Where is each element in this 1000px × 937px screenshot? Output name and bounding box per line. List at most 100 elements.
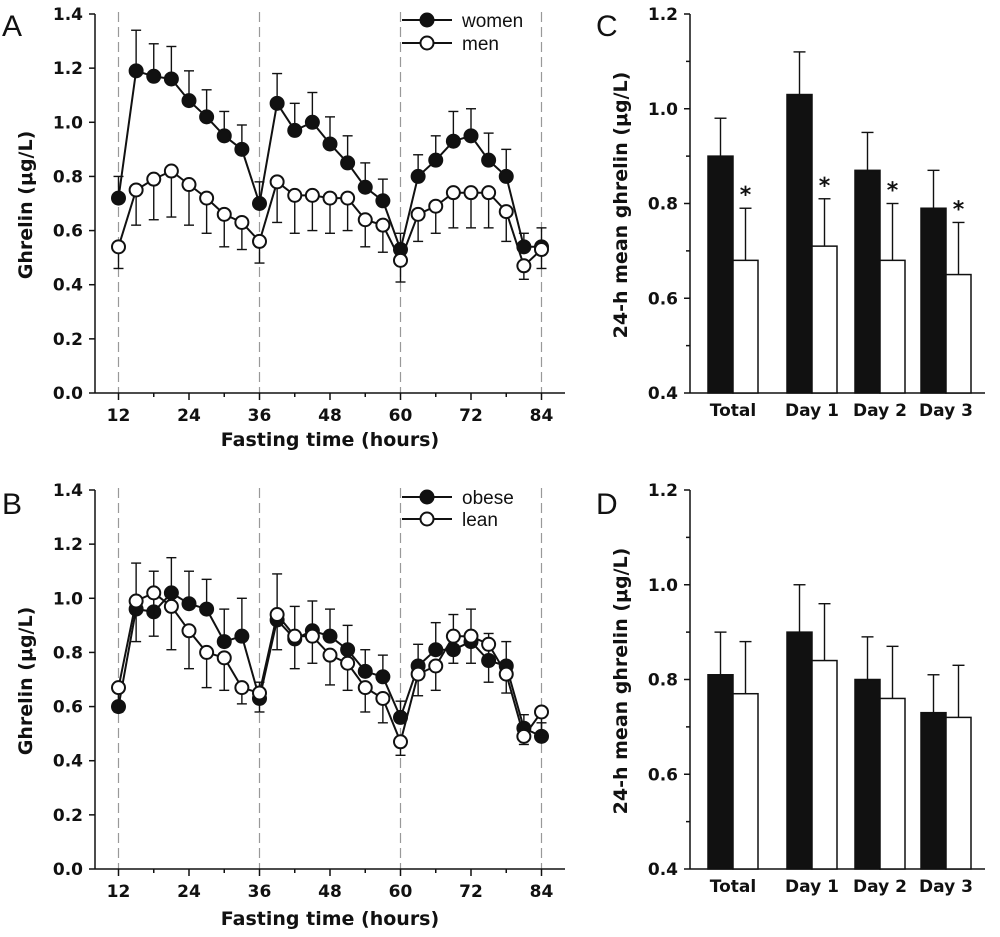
legend-swatch-women (402, 12, 452, 28)
y-tick-label-b: 0.4 (53, 752, 83, 772)
series-a-men-point (516, 258, 532, 274)
series-a-men-point (375, 217, 391, 233)
x-axis-title-a: Fasting time (hours) (221, 429, 439, 451)
bar-d-white (811, 659, 838, 870)
series-a-men-point (410, 206, 426, 222)
series-a-men-point (146, 171, 162, 187)
series-b-obese-point (163, 585, 179, 601)
y-axis-title-d: 24-h mean ghrelin (μg/L) (610, 548, 632, 815)
series-b-lean-point (163, 598, 179, 614)
y-tick-label-b: 1.0 (53, 589, 83, 609)
series-b-lean-point (269, 607, 285, 623)
x-tick-label-d: Day 1 (785, 877, 839, 897)
x-tick-label-b: 72 (459, 882, 483, 902)
series-a-women-point (340, 155, 356, 171)
bar-c-white (879, 259, 906, 394)
x-tick-label-a: 36 (248, 406, 272, 426)
series-b-obese-point (181, 596, 197, 612)
x-tick-label-b: 84 (530, 882, 554, 902)
x-tick-label-d: Total (710, 877, 756, 897)
series-b-lean-point (252, 685, 267, 701)
series-a-men-point (234, 214, 250, 230)
bar-c-white (811, 245, 838, 394)
y-tick-label-a: 0.8 (53, 167, 83, 187)
x-tick-label-b: 48 (318, 882, 342, 902)
series-a-men-point (498, 204, 514, 220)
series-a-women-point (216, 128, 232, 144)
panel-a: A 0.0 0.2 0.4 0.6 0.8 1.0 1.2 1.4 12 24 36 48 60 72 84… (2, 5, 565, 451)
series-a-women-point (128, 63, 144, 79)
series-b-lean-point (322, 647, 338, 663)
panel-c: C 0.4 0.6 0.8 1.0 1.2 Total * Day 1 * Day 2 * Day 3… (596, 5, 985, 421)
series-a-men-point (111, 239, 126, 255)
bar-c-black (707, 155, 734, 394)
series-b-lean-point (357, 680, 373, 696)
bar-d-white (732, 692, 759, 870)
y-tick-label-d: 0.4 (648, 860, 678, 880)
legend-label-obese: obese (462, 488, 514, 509)
series-a-men-point (393, 252, 408, 268)
series-a-men-point (128, 182, 144, 198)
legend-b: obese lean (402, 488, 514, 531)
series-a-women-point (146, 68, 162, 84)
y-tick-label-a: 1.2 (53, 59, 83, 79)
series-b-obese-point (357, 663, 373, 679)
line-chart-a: 0.0 0.2 0.4 0.6 0.8 1.0 1.2 1.4 12 24 36 48 60 72 84 (53, 5, 565, 426)
series-b-lean-point (393, 734, 408, 750)
series-a-men-point (269, 174, 285, 190)
series-a-women-point (375, 193, 391, 209)
series-a-men-point (304, 187, 320, 203)
significance-marker-c: * (953, 197, 965, 222)
significance-marker-c: * (887, 179, 899, 204)
x-tick-label-a: 48 (318, 406, 342, 426)
series-a-women-point (111, 190, 126, 206)
x-tick-label-a: 72 (459, 406, 483, 426)
series-a-men-point (216, 206, 232, 222)
series-a-women-point (357, 179, 373, 195)
legend-swatch-obese (402, 489, 452, 505)
series-b-obese-point (234, 628, 250, 644)
x-tick-label-b: 24 (177, 882, 201, 902)
series-a-women-point (304, 114, 320, 130)
series-b-lean-point (445, 628, 461, 644)
x-tick-label-c: Day 3 (919, 401, 973, 421)
x-tick-label-b: 12 (107, 882, 131, 902)
series-b-lean-point (304, 628, 320, 644)
y-tick-label-b: 0.6 (53, 698, 83, 718)
y-tick-label-a: 0.2 (53, 330, 83, 350)
x-tick-label-d: Day 2 (853, 877, 907, 897)
panel-letter-c: C (596, 10, 618, 43)
series-b-obese-point (199, 601, 215, 617)
significance-marker-c: * (740, 183, 752, 208)
bar-d-black (854, 678, 881, 870)
series-b-lean-point (181, 623, 197, 639)
series-a-women-point (287, 122, 303, 138)
series-a-women-point (269, 95, 285, 111)
series-b-lean-point (498, 666, 514, 682)
y-tick-label-a: 0.0 (53, 384, 83, 404)
panel-d: D 0.4 0.6 0.8 1.0 1.2 Total Day 1 Day 2 Day 3 24… (596, 481, 985, 897)
y-tick-label-a: 1.0 (53, 113, 83, 133)
x-tick-label-c: Day 1 (785, 401, 839, 421)
series-a-women-point (445, 133, 461, 149)
y-tick-label-c: 1.2 (648, 5, 678, 25)
series-b-obese-point (340, 642, 356, 658)
series-a-women-point (181, 93, 197, 109)
series-a-women-point (481, 152, 497, 168)
significance-marker-c: * (819, 174, 831, 199)
series-a-women-point (498, 168, 514, 184)
series-b-lean-point (111, 680, 126, 696)
x-tick-label-d: Day 3 (919, 877, 973, 897)
line-chart-b: 0.0 0.2 0.4 0.6 0.8 1.0 1.2 1.4 12 24 36 48 60 72 84 (53, 481, 565, 902)
y-axis-title-b: Ghrelin (μg/L) (15, 607, 37, 756)
bar-chart-d: 0.4 0.6 0.8 1.0 1.2 Total Day 1 Day 2 Day 3 (648, 481, 985, 897)
series-b-lean-point (481, 636, 497, 652)
y-tick-label-d: 0.6 (648, 765, 678, 785)
legend-a: women men (402, 11, 523, 55)
y-tick-label-a: 1.4 (53, 5, 83, 25)
series-a-women-point (252, 196, 267, 211)
series-a-women-point (322, 136, 338, 152)
series-b-lean-point (199, 644, 215, 660)
series-a-men-point (534, 242, 549, 258)
series-b-obese-point (375, 669, 391, 685)
